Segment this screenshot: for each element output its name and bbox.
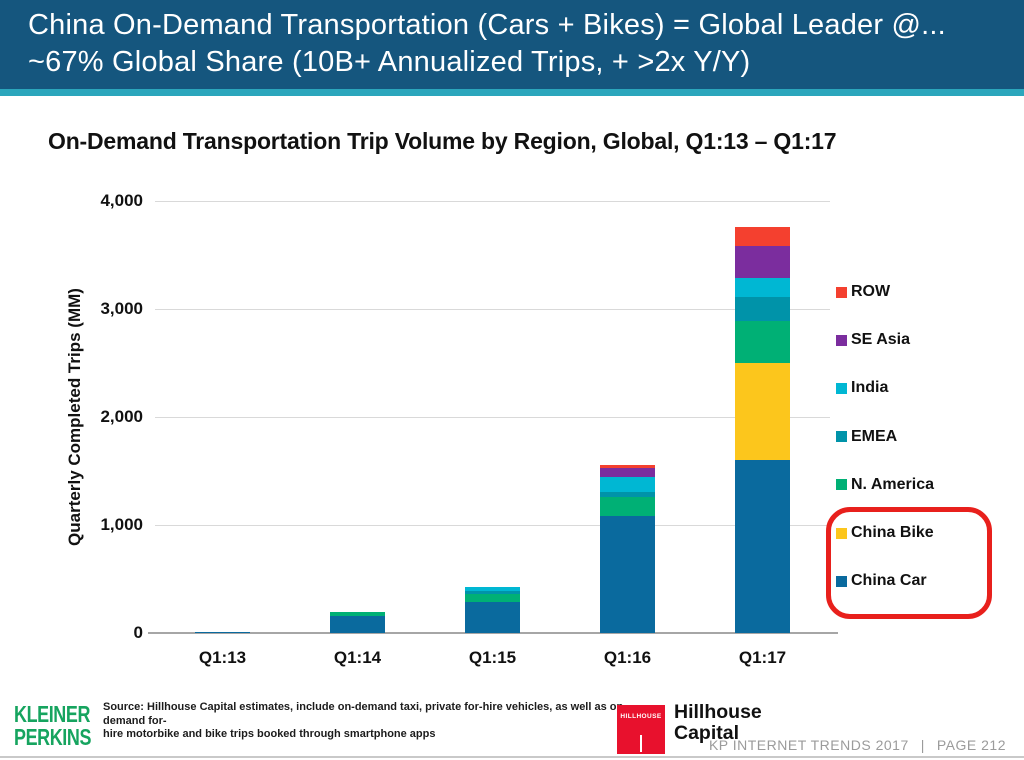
bar-segment-q1-14-n-america [330,612,385,616]
kleiner-perkins-logo-line1: KLEINER [14,701,91,727]
bar-segment-q1-14-china-car [330,615,385,633]
legend-label-emea: EMEA [851,427,898,445]
legend-item-row: ROW [836,283,891,300]
legend-label-china-bike: China Bike [851,524,934,541]
bar-segment-q1-13-china-car [195,631,250,633]
bar-segment-q1-17-china-car [735,460,790,633]
gridline-1000 [155,525,830,526]
legend-item-se-asia: SE Asia [836,331,910,349]
bar-segment-q1-17-china-bike [735,363,790,461]
legend-swatch-china-car [836,575,847,587]
x-tick-label-q1-16: Q1:16 [603,648,652,667]
x-tick-label-q1-13: Q1:13 [198,648,247,667]
bar-segment-q1-16-se-asia [600,467,655,478]
x-tick-label-q1-17: Q1:17 [738,648,787,667]
legend-item-emea: EMEA [836,427,898,445]
slide-title-line2: ~67% Global Share (10B+ Annualized Trips… [28,46,751,78]
source-note-line1: Source: Hillhouse Capital estimates, inc… [103,701,627,727]
page-number: PAGE 212 [936,737,1006,753]
deck-footer-text: KP INTERNET TRENDS 2017 | PAGE 212 [709,737,1006,753]
bar-segment-q1-16-china-car [600,516,655,633]
header-banner: China On-Demand Transportation (Cars + B… [0,0,1024,89]
bottom-border-line [0,756,1024,758]
hillhouse-wordmark-line2: Capital [674,722,740,744]
gridline-2000 [155,417,830,418]
legend-label-row: ROW [851,283,891,300]
legend-label-se-asia: SE Asia [851,331,910,349]
y-tick-label-3000: 3,000 [100,299,143,318]
legend-item-india: India [836,379,889,397]
hillhouse-logo-mark-label: HILLHOUSE [620,713,662,720]
legend-swatch-emea [836,431,847,443]
hillhouse-logo-tick [640,735,642,752]
bar-segment-q1-17-india [735,278,790,298]
bar-segment-q1-17-emea [735,297,790,321]
x-tick-label-q1-14: Q1:14 [333,648,382,667]
bar-segment-q1-15-india [465,587,520,591]
legend-item-china-bike: China Bike [836,524,934,541]
bar-segment-q1-16-n-america [600,497,655,517]
y-axis-title: Quarterly Completed Trips (MM) [65,288,84,546]
bar-segment-q1-16-emea [600,491,655,498]
bar-segment-q1-17-n-america [735,320,790,363]
gridline-3000 [155,309,830,310]
chart-title: On-Demand Transportation Trip Volume by … [48,128,837,154]
legend-item-n-america: N. America [836,475,934,493]
legend-swatch-n-america [836,479,847,491]
hillhouse-wordmark-line1: Hillhouse [674,701,762,723]
gridline-4000 [155,201,830,202]
y-tick-label-4000: 4,000 [100,191,143,210]
y-tick-label-0: 0 [133,623,143,642]
legend-swatch-india [836,382,847,394]
y-tick-label-1000: 1,000 [100,515,143,534]
kleiner-perkins-logo: KLEINER PERKINS [14,703,91,749]
x-tick-label-q1-15: Q1:15 [468,648,517,667]
legend-swatch-china-bike [836,527,847,539]
header-accent-stripe [0,89,1024,96]
bar-segment-q1-16-row [600,464,655,468]
legend-swatch-row [836,286,847,298]
kleiner-perkins-logo-line2: PERKINS [14,724,92,750]
footer-separator: | [920,737,925,753]
legend-label-n-america: N. America [851,475,934,493]
y-tick-label-2000: 2,000 [100,407,143,426]
bar-segment-q1-15-emea [465,590,520,595]
slide-title-line1: China On-Demand Transportation (Cars + B… [28,9,946,41]
bar-segment-q1-17-se-asia [735,246,790,279]
hillhouse-logo-wordmark: Hillhouse Capital [674,702,762,744]
deck-title: KP INTERNET TRENDS 2017 [708,737,909,753]
hillhouse-logo-mark: HILLHOUSE [617,705,665,754]
source-note: Source: Hillhouse Capital estimates, inc… [103,701,643,742]
legend-highlight-oval [826,507,992,619]
bar-segment-q1-15-china-car [465,602,520,633]
x-axis-line [148,632,838,634]
legend-swatch-se-asia [836,334,847,346]
bar-segment-q1-16-india [600,477,655,492]
bar-segment-q1-17-row [735,226,790,247]
legend-label-china-car: China Car [851,572,927,590]
source-note-line2: hire motorbike and bike trips booked thr… [103,728,436,740]
legend-label-india: India [851,379,889,397]
bar-segment-q1-15-n-america [465,594,520,603]
legend-item-china-car: China Car [836,572,927,590]
